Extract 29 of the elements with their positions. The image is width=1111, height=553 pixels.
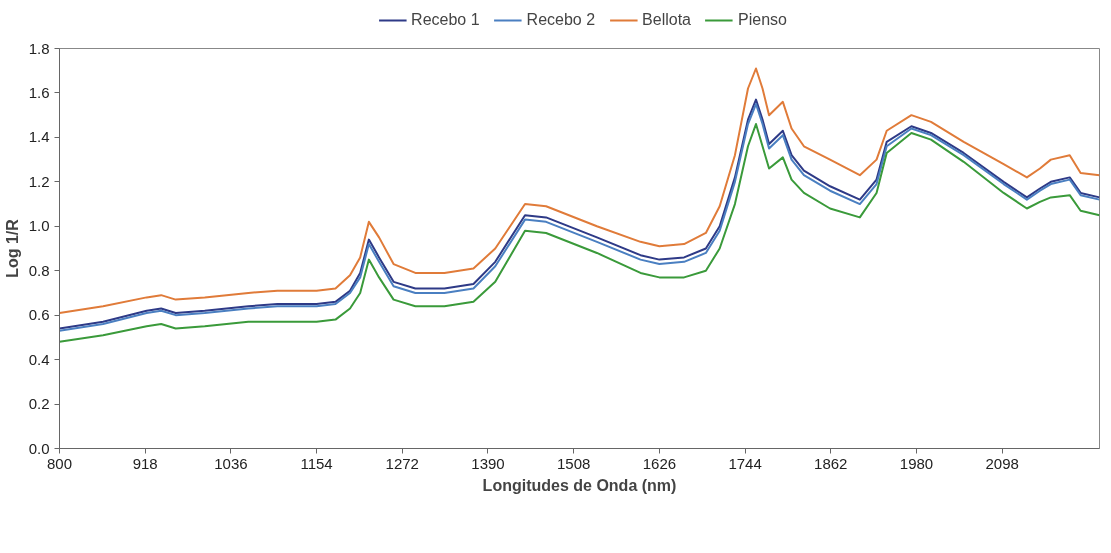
- x-tick-label: 2098: [985, 454, 1019, 472]
- y-axis-title: Log 1/R: [3, 218, 21, 278]
- x-tick-label: 1744: [728, 454, 762, 472]
- x-tick-label: 1626: [642, 454, 677, 472]
- y-tick-label: 1.8: [28, 39, 50, 57]
- x-tick-label: 918: [132, 454, 158, 472]
- legend-label: Recebo 2: [526, 11, 596, 29]
- y-tick-label: 1.4: [28, 128, 50, 146]
- y-tick-label: 0.2: [28, 395, 50, 413]
- x-tick-label: 1390: [471, 454, 505, 472]
- y-tick-label: 0.4: [28, 350, 50, 368]
- legend-label: Bellota: [642, 11, 691, 29]
- y-tick-label: 0.8: [28, 261, 50, 279]
- y-tick-label: 1.6: [28, 83, 50, 101]
- x-tick-label: 1862: [814, 454, 848, 472]
- x-tick-label: 1508: [557, 454, 591, 472]
- x-axis-title: Longitudes de Onda (nm): [482, 476, 677, 494]
- y-tick-label: 1.0: [28, 217, 50, 235]
- legend-label: Recebo 1: [411, 11, 480, 29]
- line-series: [59, 67, 1100, 314]
- x-tick-label: 1980: [899, 454, 934, 472]
- x-tick-label: 1272: [385, 454, 419, 472]
- y-tick-label: 0.6: [28, 306, 50, 324]
- x-tick-label: 800: [46, 454, 73, 472]
- x-tick-label: 1036: [214, 454, 248, 472]
- y-tick-label: 1.2: [28, 172, 50, 190]
- y-tick-label: 0.0: [28, 439, 50, 457]
- legend-label: Pienso: [738, 11, 787, 29]
- x-tick-label: 1154: [300, 454, 333, 472]
